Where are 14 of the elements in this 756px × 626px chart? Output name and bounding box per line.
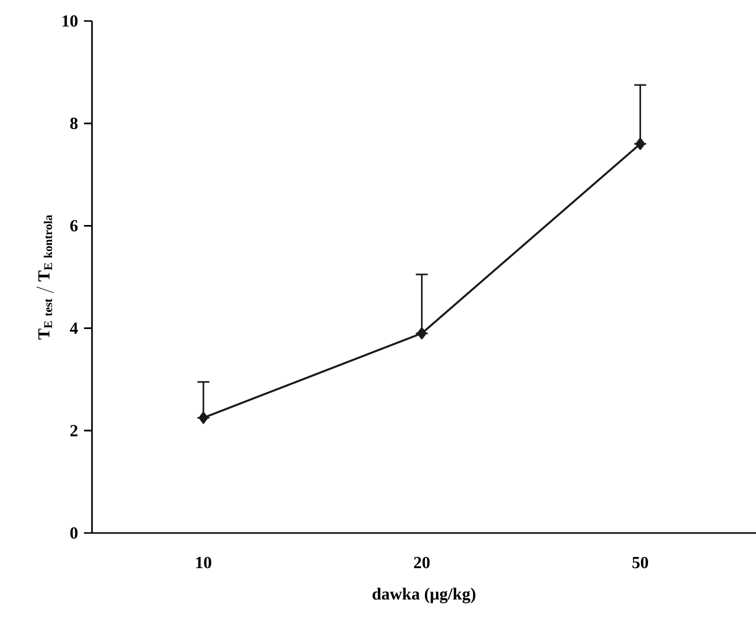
y-tick-label: 4	[70, 322, 78, 334]
x-tick-label: 20	[414, 556, 430, 568]
y-tick-label: 10	[62, 15, 78, 27]
point	[635, 138, 645, 150]
x-axis-title: dawka (μg/kg)	[372, 588, 476, 604]
point	[417, 327, 427, 340]
x-tick-label: 10	[196, 556, 212, 568]
x-tick-label: 50	[632, 556, 648, 568]
y-tick-label: 2	[70, 424, 78, 436]
y-tick-label: 8	[70, 118, 78, 130]
y-tick-label: 0	[70, 527, 78, 539]
y-tick-label: 6	[70, 220, 78, 232]
y-axis-title: $\mathbf{T_{E\ test}\ /\ T_{E\ kontrola}}$	[36, 214, 54, 340]
point	[198, 412, 208, 424]
